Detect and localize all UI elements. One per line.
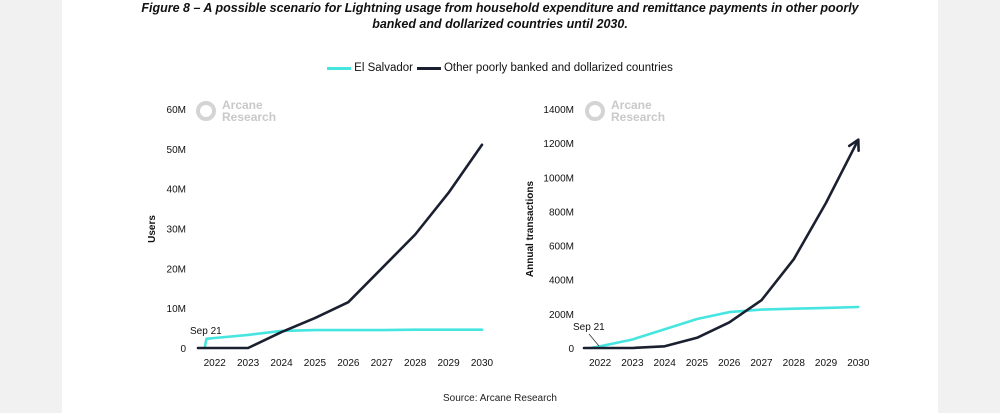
users-y-axis-title: Users <box>147 215 158 243</box>
transactions-y-tick-label: 400M <box>549 276 574 287</box>
transactions-watermark-icon <box>585 101 605 121</box>
users-y-tick-label: 50M <box>167 145 186 156</box>
users-y-tick-label: 20M <box>167 264 186 275</box>
transactions-y-tick-label: 600M <box>549 242 574 253</box>
users-x-tick-label: 2027 <box>371 358 394 369</box>
legend-swatch-el-salvador <box>327 66 352 70</box>
users-x-tick-label: 2026 <box>337 358 360 369</box>
transactions-y-axis-title: Annual transactions <box>525 181 536 278</box>
transactions-x-tick-label: 2027 <box>750 358 773 369</box>
users-x-tick-label: 2022 <box>204 358 227 369</box>
users-x-tick-label: 2025 <box>304 358 327 369</box>
users-y-tick-label: 40M <box>167 185 186 196</box>
legend-item-other-countries: Other poorly banked and dollarized count… <box>416 62 673 74</box>
users-series-line-other-countries <box>196 143 484 350</box>
figure-title: Figure 8 – A possible scenario for Light… <box>62 0 938 32</box>
transactions-y-tick-label: 0 <box>568 344 574 355</box>
transactions-series-arrowhead <box>847 138 860 152</box>
transactions-y-tick-label: 1200M <box>543 139 574 150</box>
legend: El Salvador Other poorly banked and doll… <box>62 62 938 74</box>
users-x-tick-label: 2030 <box>471 358 494 369</box>
transactions-x-tick-label: 2029 <box>815 358 838 369</box>
transactions-watermark-text-line-1: Arcane <box>611 98 652 112</box>
transactions-x-tick-label: 2023 <box>621 358 644 369</box>
users-y-tick-label: 0 <box>180 344 186 355</box>
users-x-tick-label: 2028 <box>404 358 427 369</box>
transactions-y-tick-label: 1400M <box>543 105 574 116</box>
users-annotation-sep-21: Sep 21 <box>190 326 222 337</box>
users-watermark-icon <box>196 101 216 121</box>
transactions-x-tick-label: 2028 <box>783 358 806 369</box>
transactions-x-tick-label: 2025 <box>686 358 709 369</box>
transactions-watermark-text-line-2: Research <box>611 110 665 124</box>
users-y-tick-label: 10M <box>167 304 186 315</box>
legend-label-other-countries: Other poorly banked and dollarized count… <box>443 62 673 74</box>
figure-title-line-1: Figure 8 – A possible scenario for Light… <box>141 1 859 15</box>
transactions-annotation-pointer <box>588 333 600 347</box>
transactions-x-tick-label: 2024 <box>654 358 677 369</box>
users-x-tick-label: 2023 <box>237 358 260 369</box>
transactions-y-tick-label: 200M <box>549 310 574 321</box>
transactions-y-tick-label: 800M <box>549 207 574 218</box>
transactions-y-tick-label: 1000M <box>543 173 574 184</box>
users-y-tick-label: 60M <box>167 105 186 116</box>
figure-title-line-2: banked and dollarized countries until 20… <box>372 17 628 31</box>
users-x-tick-label: 2029 <box>437 358 460 369</box>
transactions-series-line-el-salvador <box>589 305 860 350</box>
transactions-x-tick-label: 2026 <box>718 358 741 369</box>
users-watermark-text-line-1: Arcane <box>222 98 263 112</box>
transactions-annotation-sep-21: Sep 21 <box>573 322 605 333</box>
users-watermark-text-line-2: Research <box>222 110 276 124</box>
legend-swatch-other-countries <box>416 66 441 70</box>
legend-item-el-salvador: El Salvador <box>327 62 413 74</box>
transactions-x-tick-label: 2030 <box>847 358 870 369</box>
figure-page: Figure 8 – A possible scenario for Light… <box>62 0 938 413</box>
legend-label-el-salvador: El Salvador <box>354 62 413 74</box>
users-x-tick-label: 2024 <box>270 358 293 369</box>
source-note: Source: Arcane Research <box>443 393 557 404</box>
transactions-x-tick-label: 2022 <box>589 358 612 369</box>
users-y-tick-label: 30M <box>167 225 186 236</box>
transactions-series-line-other-countries <box>582 138 860 350</box>
users-series-line-el-salvador <box>203 328 484 350</box>
